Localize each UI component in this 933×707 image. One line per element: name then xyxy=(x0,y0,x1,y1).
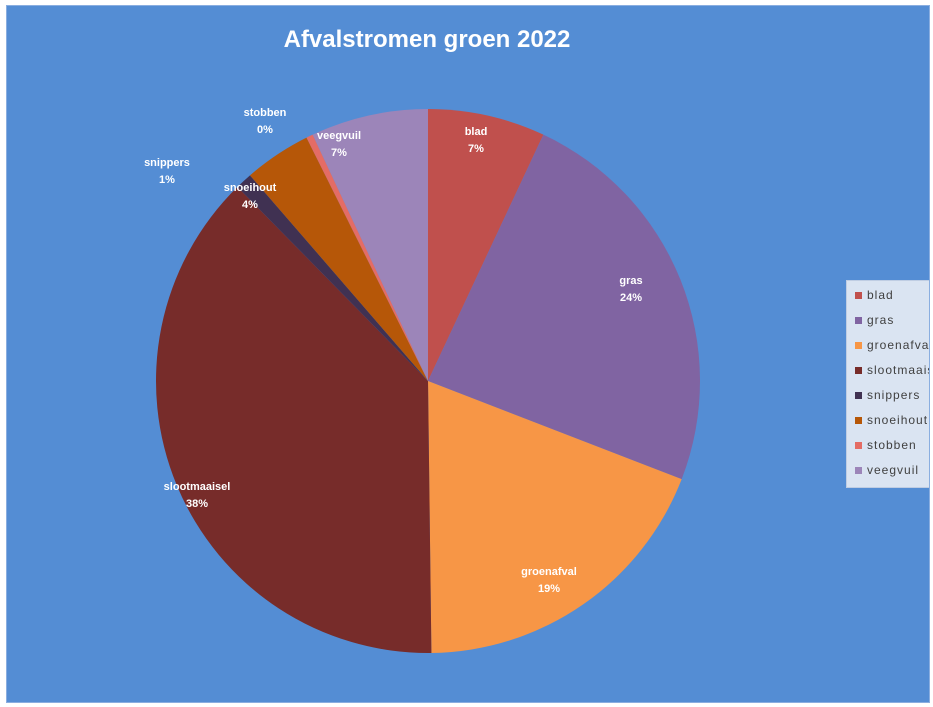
pie-slice-stobben xyxy=(306,134,428,381)
legend-label-slootmaaisel: slootmaaisel xyxy=(867,363,929,377)
pie-slice-slootmaaisel xyxy=(155,186,432,653)
pie-slice-veegvuil xyxy=(312,109,428,381)
pie-chart: blad 7% gras 24% groenafval 19% slootmaaisel 38… xyxy=(144,107,700,653)
slice-percent-slootmaaisel: 38% xyxy=(186,498,208,510)
legend-item-veegvuil: veegvuil xyxy=(855,462,919,478)
legend-swatch-groenafval xyxy=(855,341,862,349)
legend-item-stobben: stobben xyxy=(855,437,917,453)
slice-percent-veegvuil: 7% xyxy=(331,147,347,159)
legend-label-snoeihout: snoeihout xyxy=(867,413,929,427)
slice-label-groenafval: groenafval xyxy=(521,566,577,578)
legend-item-gras: gras xyxy=(855,312,894,328)
legend: blad gras groenafval slootmaaisel snippe… xyxy=(846,280,930,488)
legend-item-groenafval: groenafval xyxy=(855,337,930,353)
legend-swatch-veegvuil xyxy=(855,466,862,474)
slice-label-stobben: stobben xyxy=(244,107,287,119)
slice-label-slootmaaisel: slootmaaisel xyxy=(164,481,231,493)
slice-label-snippers: snippers xyxy=(144,157,190,169)
slice-label-veegvuil: veegvuil xyxy=(317,130,361,142)
legend-label-groenafval: groenafval xyxy=(867,338,930,352)
pie-slice-groenafval xyxy=(428,381,682,653)
pie-slice-gras xyxy=(428,134,700,480)
chart-title: Afvalstromen groen 2022 xyxy=(283,26,571,53)
pie-slice-snippers xyxy=(237,175,428,381)
legend-item-snoeihout: snoeihout xyxy=(855,412,928,428)
legend-label-snippers: snippers xyxy=(867,388,921,402)
legend-swatch-blad xyxy=(855,291,862,299)
slice-percent-groenafval: 19% xyxy=(538,583,560,595)
legend-swatch-snoeihout xyxy=(855,416,862,424)
slice-percent-snoeihout: 4% xyxy=(242,199,258,211)
legend-swatch-stobben xyxy=(855,441,862,449)
slice-label-snoeihout: snoeihout xyxy=(224,182,277,194)
legend-label-gras: gras xyxy=(867,313,895,327)
slice-percent-stobben: 0% xyxy=(257,124,273,136)
pie-slice-blad xyxy=(428,109,544,381)
slice-percent-gras: 24% xyxy=(620,292,642,304)
legend-item-blad: blad xyxy=(855,287,894,303)
legend-item-slootmaaisel: slootmaaisel xyxy=(855,362,929,378)
legend-item-snippers: snippers xyxy=(855,387,920,403)
legend-label-stobben: stobben xyxy=(867,438,917,452)
pie-slice-snoeihout xyxy=(249,137,428,381)
legend-swatch-slootmaaisel xyxy=(855,366,862,374)
chart-area: Afvalstromen groen 2022 blad 7% gras 24% gro… xyxy=(6,5,930,703)
legend-label-blad: blad xyxy=(867,288,894,302)
slice-label-gras: gras xyxy=(619,275,642,287)
legend-swatch-gras xyxy=(855,316,862,324)
legend-label-veegvuil: veegvuil xyxy=(867,463,920,477)
slice-percent-blad: 7% xyxy=(468,143,484,155)
slice-label-blad: blad xyxy=(465,126,488,138)
legend-swatch-snippers xyxy=(855,391,862,399)
slice-percent-snippers: 1% xyxy=(159,174,175,186)
